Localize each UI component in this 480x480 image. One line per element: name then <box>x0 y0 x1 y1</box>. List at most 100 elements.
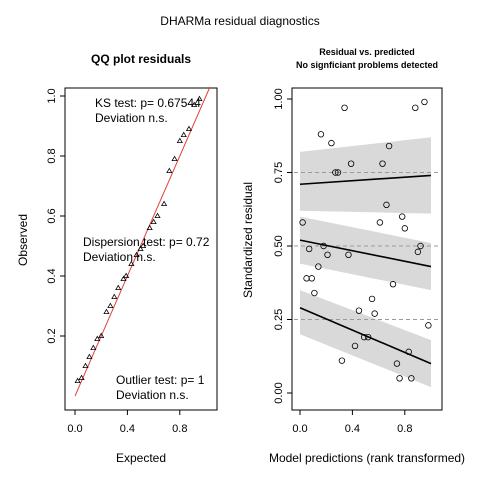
residual-point-10 <box>332 169 339 176</box>
residual-reference-lines <box>294 172 440 320</box>
residual-point-12 <box>338 357 346 364</box>
residual-y-axis-label: Standardized residual <box>241 182 255 298</box>
qq-reference-line <box>74 86 211 397</box>
qq-x-axis-label: Expected <box>116 451 166 465</box>
qq-x-axis: 0.0 0.4 0.8 <box>67 410 187 435</box>
qq-y-axis-label: Observed <box>16 214 30 266</box>
residual-panel: Residual vs. predicted No signficiant pr… <box>241 47 465 465</box>
residual-point-22 <box>376 219 384 226</box>
qq-point-14 <box>133 251 140 258</box>
qq-point-0 <box>74 377 81 384</box>
residual-y-tick-label-1: 0.25 <box>273 309 285 330</box>
qq-point-25 <box>185 125 193 132</box>
residual-title: Residual vs. predicted <box>319 47 415 57</box>
quantile-fit-line-0.5 <box>299 239 432 268</box>
qq-point-5 <box>94 335 101 342</box>
residual-point-19 <box>364 333 372 341</box>
qq-y-tick-label-4: 1.0 <box>46 88 58 103</box>
residual-point-18 <box>360 333 368 341</box>
qq-point-3 <box>86 353 93 360</box>
qq-y-tick-label-2: 0.6 <box>46 208 58 223</box>
qq-point-8 <box>107 302 114 309</box>
residual-y-axis: 0.00 0.25 0.50 0.75 1.00 <box>273 88 292 404</box>
qq-point-10 <box>115 284 122 291</box>
qq-point-13 <box>128 260 135 267</box>
residual-x-axis: 0.0 0.4 0.8 <box>292 410 412 435</box>
residual-point-14 <box>345 251 352 259</box>
qq-point-26 <box>191 101 198 107</box>
qq-y-tick-label-1: 0.4 <box>46 268 58 283</box>
residual-point-25 <box>385 142 393 150</box>
qq-points <box>74 95 203 384</box>
residual-point-21 <box>371 310 378 317</box>
residual-point-28 <box>396 375 403 382</box>
qq-point-2 <box>82 362 89 369</box>
residual-point-0 <box>299 219 306 226</box>
qq-plot-frame <box>64 87 218 411</box>
qq-point-6 <box>98 332 105 339</box>
qq-point-24 <box>180 131 187 138</box>
qq-point-11 <box>120 275 127 282</box>
residual-x-tick-label-2: 0.8 <box>397 423 412 435</box>
qq-point-1 <box>78 374 85 381</box>
qq-point-17 <box>146 224 153 231</box>
residual-point-33 <box>412 104 419 112</box>
qq-point-15 <box>137 245 144 252</box>
qq-point-18 <box>150 218 157 225</box>
residual-point-15 <box>347 160 355 167</box>
residual-point-31 <box>405 348 412 356</box>
residual-y-tick-label-4: 1.00 <box>273 88 285 109</box>
residual-point-26 <box>389 281 397 288</box>
residual-point-5 <box>315 263 322 270</box>
residual-point-7 <box>320 242 327 250</box>
residual-point-29 <box>398 213 406 220</box>
qq-x-tick-label-2: 0.8 <box>172 423 187 435</box>
residual-point-9 <box>328 139 335 147</box>
residual-point-6 <box>317 131 325 138</box>
residual-point-36 <box>421 98 428 106</box>
dispersion-test-label: Dispersion test: p= 0.72 <box>83 235 210 249</box>
qq-title: QQ plot residuals <box>91 52 191 66</box>
residual-point-30 <box>401 225 408 232</box>
qq-y-axis: 0.2 0.4 0.6 0.8 1.0 <box>46 88 65 344</box>
qq-point-23 <box>176 137 183 144</box>
residual-point-16 <box>351 342 359 350</box>
qq-point-16 <box>140 242 147 249</box>
qq-x-tick-label-0: 0.0 <box>67 423 82 435</box>
qq-point-7 <box>103 308 110 315</box>
residual-point-35 <box>417 242 424 250</box>
residual-y-tick-label-3: 0.75 <box>273 162 285 183</box>
residual-points <box>299 98 432 382</box>
qq-point-22 <box>171 155 178 162</box>
residual-point-8 <box>324 251 331 259</box>
qq-point-21 <box>166 167 173 174</box>
qq-point-20 <box>160 200 168 207</box>
residual-point-11 <box>334 169 342 176</box>
residual-point-17 <box>355 307 363 314</box>
residual-point-2 <box>305 245 313 253</box>
outlier-deviation-label: Deviation n.s. <box>116 388 189 402</box>
residual-y-tick-label-2: 0.50 <box>273 235 285 256</box>
residual-point-24 <box>383 201 390 209</box>
residual-point-23 <box>379 160 386 167</box>
outlier-test-label: Outlier test: p= 1 <box>116 373 205 387</box>
dispersion-deviation-label: Deviation n.s. <box>83 250 156 264</box>
residual-x-axis-label: Model predictions (rank transformed) <box>269 451 465 465</box>
qq-x-tick-label-1: 0.4 <box>120 423 135 435</box>
residual-plot-frame <box>291 87 443 411</box>
residual-point-3 <box>308 275 315 282</box>
residual-x-tick-label-1: 0.4 <box>345 423 360 435</box>
qq-point-4 <box>90 344 97 351</box>
qq-point-27 <box>196 95 203 101</box>
residual-point-37 <box>425 322 432 329</box>
qq-point-9 <box>111 293 118 300</box>
residual-x-tick-label-0: 0.0 <box>292 423 307 435</box>
qq-point-12 <box>123 272 130 279</box>
ks-test-label: KS test: p= 0.67544 <box>95 96 201 110</box>
residual-y-tick-label-0: 0.00 <box>273 382 285 403</box>
residual-point-13 <box>341 104 348 112</box>
quantile-fit-line-0.75 <box>299 174 432 186</box>
residual-point-32 <box>408 375 415 382</box>
residual-point-34 <box>414 248 422 256</box>
